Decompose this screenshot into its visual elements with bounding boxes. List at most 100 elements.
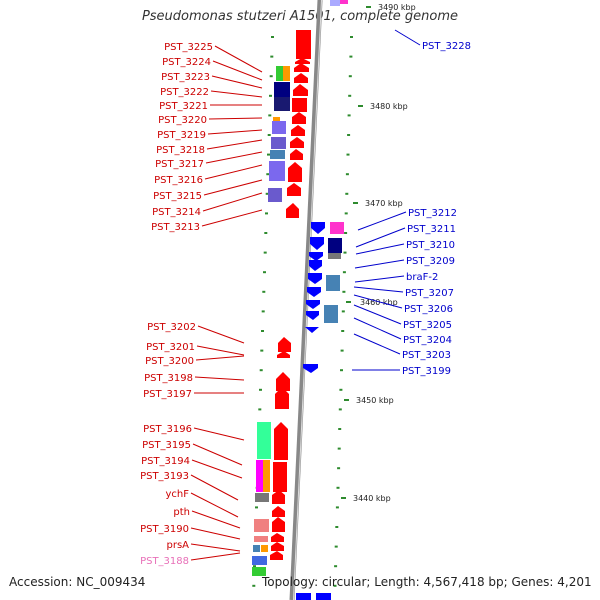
reverse-domain-blocks[interactable] [324,0,348,323]
tick-mark [269,75,273,78]
connector-line [190,492,239,518]
connector-line [354,275,405,283]
gene-label[interactable]: ychF [165,489,189,500]
gene-feature[interactable] [262,460,270,492]
tick-mark [348,75,352,78]
tick-mark [341,330,345,332]
connector-line [206,139,263,150]
gene-feature [295,58,310,64]
connector-line [205,151,263,164]
kbp-label: 3460 kbp [360,298,398,307]
gene-label[interactable]: PST_3228 [422,41,471,52]
gene-label[interactable]: PST_3197 [143,389,192,400]
gene-label[interactable]: braF-2 [406,272,438,283]
connector-line [355,227,406,248]
connector-line [353,317,402,340]
tick-mark [337,447,341,450]
connector-line [353,304,402,325]
gene-label[interactable]: PST_3193 [140,471,189,482]
connector-line [204,164,263,180]
kbp-label: 3490 kbp [378,3,416,12]
tick-mark [269,94,272,97]
tick-mark [342,290,346,293]
kbp-dashes [341,6,371,499]
gene-label[interactable]: PST_3225 [164,42,213,53]
tick-mark [348,94,352,97]
connector-line [357,211,407,231]
gene-label[interactable]: PST_3199 [402,366,451,377]
connector-line [191,510,241,529]
connector-line [353,333,401,355]
gene-label[interactable]: PST_3202 [147,322,196,333]
gene-feature [271,542,284,551]
gene-label-faded[interactable]: PST_3188 [140,556,189,567]
connector-line [211,75,263,89]
gene-label[interactable]: PST_3203 [402,350,451,361]
tick-mark [339,388,343,391]
tick-marks-right [333,36,353,587]
tick-mark [334,565,338,568]
gene-feature [287,183,301,196]
gene-feature [294,63,309,72]
tick-mark [261,330,264,332]
tick-mark [338,428,342,430]
gene-feature [294,73,308,83]
connector-line [190,543,241,552]
gene-label[interactable]: PST_3204 [403,335,452,346]
domain-blocks[interactable] [252,66,290,576]
gene-label[interactable]: PST_3221 [159,101,208,112]
gene-label[interactable]: PST_3220 [158,115,207,126]
gene-label[interactable]: PST_3194 [141,456,190,467]
gene-label[interactable]: PST_3196 [143,424,192,435]
gene-label[interactable]: PST_3190 [140,524,189,535]
tick-mark [349,55,353,58]
tick-mark [340,369,343,372]
gene-label[interactable]: PST_3195 [142,440,191,451]
gene-label[interactable]: PST_3217 [155,159,204,170]
connector-line [194,376,245,381]
gene-label[interactable]: PST_3201 [146,342,195,353]
gene-label[interactable]: PST_3215 [153,191,202,202]
gene-feature [292,98,307,112]
label-connectors-left [190,45,263,561]
gene-label[interactable]: PST_3219 [157,130,206,141]
connector-line [192,443,243,466]
gene-label[interactable]: prsA [166,540,189,551]
tick-mark [335,506,339,509]
gene-label[interactable]: PST_3218 [156,145,205,156]
gene-label[interactable]: PST_3198 [144,373,193,384]
gene-label[interactable]: PST_3213 [151,222,200,233]
gene-label[interactable]: PST_3224 [162,57,211,68]
gene-label[interactable]: PST_3200 [145,356,194,367]
gene-label[interactable]: PST_3210 [406,240,455,251]
gene-label[interactable]: PST_3211 [407,224,456,235]
connector-line [210,90,263,98]
gene-label[interactable]: PST_3209 [406,256,455,267]
gene-label[interactable]: PST_3216 [154,175,203,186]
tick-mark [338,408,342,411]
tick-mark [346,153,350,156]
right-gene-labels[interactable]: PST_3228 PST_3212 PST_3211 PST_3210 PST_… [402,41,471,377]
gene-label[interactable]: pth [173,507,190,518]
gene-feature[interactable] [282,66,290,81]
gene-label[interactable]: PST_3206 [404,304,453,315]
tick-mark [263,251,267,254]
gene-label[interactable]: PST_3212 [408,208,457,219]
gene-label[interactable]: PST_3223 [161,72,210,83]
tick-mark [271,36,274,38]
gene-feature [270,551,283,560]
gene-label[interactable]: PST_3205 [403,320,452,331]
tick-mark [347,134,351,136]
left-gene-labels[interactable]: PST_3225 PST_3224 PST_3223 PST_3222 PST_… [140,42,213,567]
gene-label[interactable]: PST_3214 [152,207,201,218]
tick-mark [344,212,348,215]
tick-mark [265,192,269,195]
gene-label[interactable]: PST_3222 [160,87,209,98]
tick-mark [253,565,256,568]
reverse-genes[interactable] [296,222,331,600]
forward-genes[interactable] [270,30,311,560]
gene-label[interactable]: PST_3207 [405,288,454,299]
tick-mark [333,584,337,587]
tick-mark [258,408,262,411]
